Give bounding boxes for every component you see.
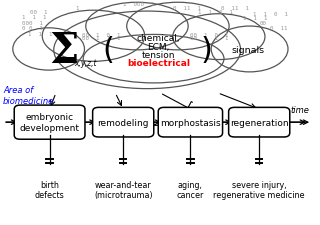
Text: 00  1: 00 1 <box>30 10 48 15</box>
Text: birth
defects: birth defects <box>35 180 64 199</box>
Text: 1  1  1: 1 1 1 <box>28 32 53 36</box>
Text: (: ( <box>103 36 115 65</box>
Text: 1  1  0  1: 1 1 0 1 <box>253 11 288 16</box>
Text: 00  1  0  1: 00 1 0 1 <box>190 32 229 37</box>
Ellipse shape <box>54 12 241 89</box>
Text: 0 0  1: 0 0 1 <box>22 26 43 31</box>
Text: chemical,: chemical, <box>137 34 180 43</box>
Ellipse shape <box>86 3 188 51</box>
Text: regeneration: regeneration <box>230 118 289 127</box>
Text: x,y,z,t: x,y,z,t <box>75 59 97 68</box>
Ellipse shape <box>211 27 288 72</box>
FancyBboxPatch shape <box>229 108 290 137</box>
Text: severe injury,
regenerative medicine: severe injury, regenerative medicine <box>213 180 305 199</box>
Text: ): ) <box>200 36 212 65</box>
Text: 1  000  1: 1 000 1 <box>123 2 155 7</box>
Text: 0  11  1: 0 11 1 <box>173 6 201 11</box>
Text: 00  1  1  1: 00 1 1 1 <box>82 36 120 41</box>
Text: 000  1: 000 1 <box>22 21 43 26</box>
Ellipse shape <box>13 29 84 71</box>
Text: 0  11: 0 11 <box>270 26 287 31</box>
Text: wear-and-tear
(microtrauma): wear-and-tear (microtrauma) <box>94 180 153 199</box>
Text: aging,
cancer: aging, cancer <box>177 180 204 199</box>
Text: 00: 00 <box>259 21 266 26</box>
FancyBboxPatch shape <box>158 108 223 137</box>
Ellipse shape <box>127 3 229 51</box>
FancyBboxPatch shape <box>14 106 85 140</box>
Text: 1  1  1: 1 1 1 <box>243 16 268 20</box>
Text: 1  1  0  1: 1 1 0 1 <box>198 10 233 15</box>
Ellipse shape <box>83 35 224 83</box>
Text: ECM,: ECM, <box>147 43 170 52</box>
Ellipse shape <box>173 15 265 60</box>
Text: morphostasis: morphostasis <box>160 118 221 127</box>
Text: time: time <box>291 106 310 115</box>
Ellipse shape <box>42 11 145 62</box>
Text: 1: 1 <box>75 6 79 11</box>
Text: embryonic
development: embryonic development <box>20 113 80 132</box>
Text: signals: signals <box>231 46 265 55</box>
Text: 00  1  0  1: 00 1 0 1 <box>82 32 120 37</box>
Text: tension: tension <box>142 51 175 60</box>
Text: Area of
biomedicine: Area of biomedicine <box>3 86 54 105</box>
Text: remodeling: remodeling <box>98 118 149 127</box>
Text: 0  11  1: 0 11 1 <box>221 6 249 11</box>
FancyBboxPatch shape <box>93 108 154 137</box>
Text: Σ: Σ <box>49 30 79 72</box>
Text: 1  1  1: 1 1 1 <box>22 15 46 20</box>
Text: bioelectrical: bioelectrical <box>127 59 190 68</box>
Text: 00  1  1  1: 00 1 1 1 <box>190 36 229 41</box>
